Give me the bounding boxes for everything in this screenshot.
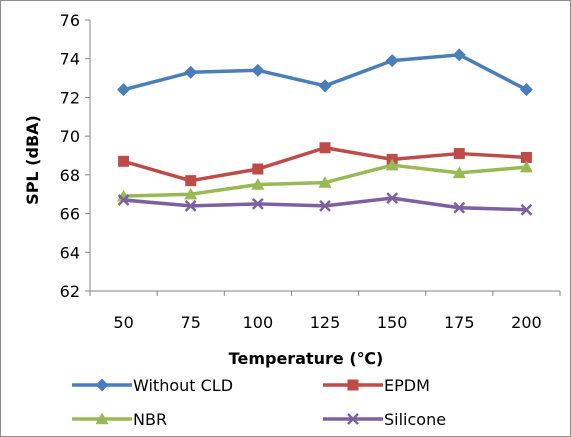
legend-item-without-cld: Without CLD xyxy=(72,376,233,395)
data-point xyxy=(251,178,265,190)
y-tick-label: 74 xyxy=(60,50,80,69)
data-point xyxy=(185,175,197,187)
data-point xyxy=(319,142,331,154)
legend-label: NBR xyxy=(133,410,167,429)
data-point xyxy=(184,65,198,79)
data-point xyxy=(118,155,130,167)
data-point xyxy=(520,151,532,163)
marker-stroke xyxy=(347,413,359,425)
marker-stroke xyxy=(184,199,197,212)
y-tick-label: 76 xyxy=(60,11,80,30)
data-point xyxy=(318,79,332,93)
x-tick-label: 100 xyxy=(243,313,274,332)
data-point xyxy=(184,199,197,212)
legend: Without CLD EPDM NBR Silicone xyxy=(72,376,446,429)
data-point xyxy=(385,158,399,171)
marker-stroke xyxy=(319,199,331,212)
y-tick-label: 68 xyxy=(60,166,80,185)
marker-stroke xyxy=(453,201,466,214)
data-point xyxy=(251,198,264,210)
series-layer xyxy=(117,48,533,216)
axes: 62 64 66 68 70 72 74 76 50 75 100 125 150 175 200 xyxy=(60,11,561,332)
y-tick-label: 66 xyxy=(60,205,80,224)
data-point xyxy=(117,83,131,97)
legend-marker xyxy=(95,412,109,425)
data-point xyxy=(519,160,533,173)
data-point xyxy=(318,176,332,188)
data-point xyxy=(385,54,399,68)
legend-label: Without CLD xyxy=(133,376,233,395)
series-line xyxy=(121,196,529,212)
y-axis-title: SPL (dBA) xyxy=(23,115,42,205)
data-point xyxy=(252,163,264,175)
legend-marker xyxy=(95,378,109,392)
y-tick-label: 62 xyxy=(60,282,80,301)
legend-item-epdm: EPDM xyxy=(323,376,430,395)
x-tick-label: 200 xyxy=(511,313,542,332)
marker-stroke xyxy=(520,203,533,216)
legend-item-silicone: Silicone xyxy=(323,410,446,429)
data-point xyxy=(452,48,466,62)
series-silicone xyxy=(117,192,533,216)
x-tick-label: 75 xyxy=(181,313,201,332)
legend-marker xyxy=(347,413,359,425)
data-point xyxy=(453,148,465,160)
data-point xyxy=(251,63,265,77)
series-nbr xyxy=(117,158,533,202)
legend-label: EPDM xyxy=(384,376,430,395)
data-point xyxy=(117,194,130,206)
y-tick-label: 72 xyxy=(60,88,80,107)
data-point xyxy=(520,203,533,216)
x-tick-label: 175 xyxy=(444,313,475,332)
x-tick-label: 150 xyxy=(377,313,408,332)
data-point xyxy=(452,166,466,179)
marker-stroke xyxy=(386,192,399,204)
legend-label: Silicone xyxy=(384,410,446,429)
marker-stroke xyxy=(251,198,264,210)
legend-marker xyxy=(347,379,359,391)
data-point xyxy=(184,187,198,200)
legend-item-nbr: NBR xyxy=(72,410,167,429)
series-without-cld xyxy=(117,48,533,97)
x-tick-label: 50 xyxy=(113,313,133,332)
marker-stroke xyxy=(117,194,130,206)
data-point xyxy=(386,192,399,204)
data-point xyxy=(319,199,331,212)
data-point xyxy=(453,201,466,214)
data-point xyxy=(519,83,533,97)
x-axis-title: Temperature (℃) xyxy=(229,349,384,368)
x-tick-label: 125 xyxy=(310,313,341,332)
y-tick-label: 64 xyxy=(60,243,80,262)
y-tick-label: 70 xyxy=(60,127,80,146)
